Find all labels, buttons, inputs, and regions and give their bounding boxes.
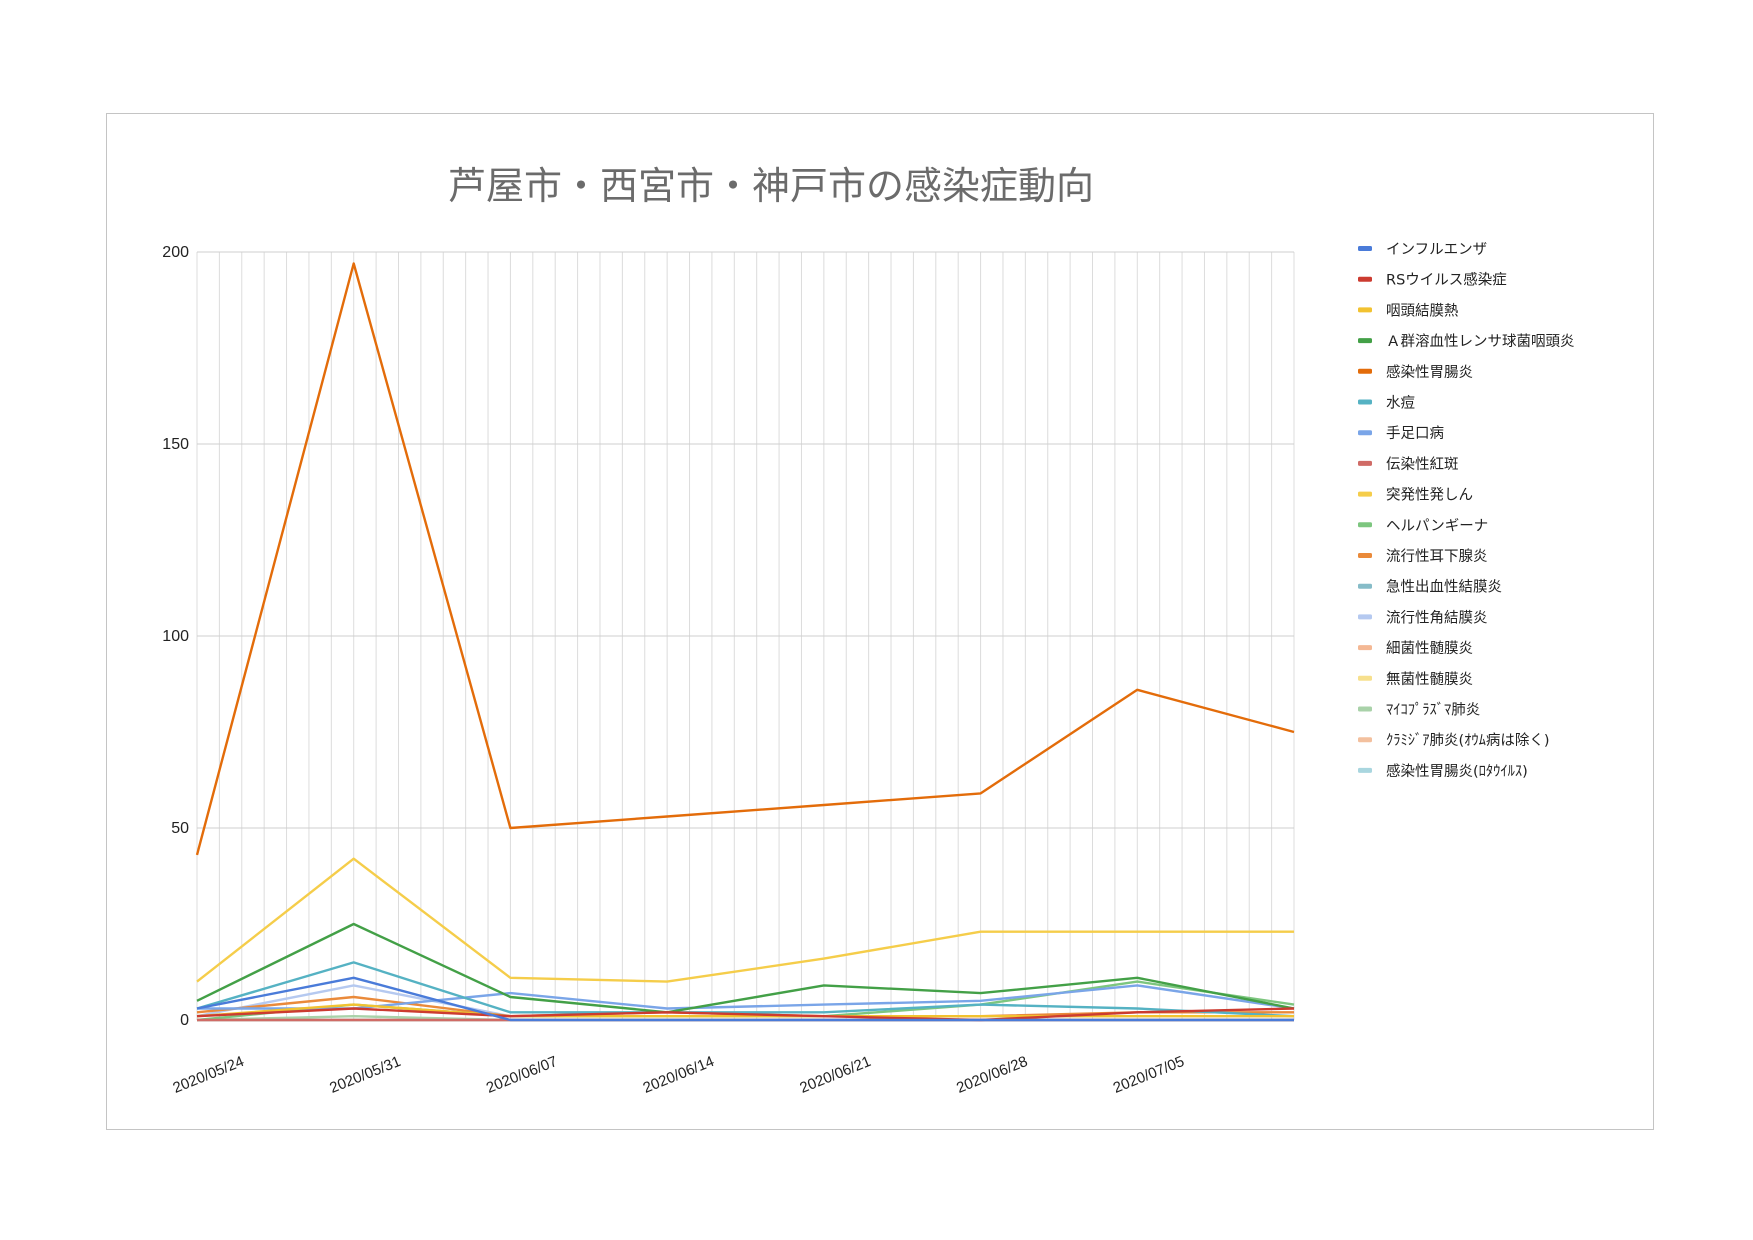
x-tick-label: 2020/06/28	[954, 1053, 1030, 1097]
series-line	[196, 922, 1295, 1014]
chart-title: 芦屋市・西宮市・神戸市の感染症動向	[448, 164, 1094, 208]
series-line	[196, 976, 1294, 1022]
legend-label: ｸﾗﾐｼﾞｱ肺炎(ｵｳﾑ病は除く)	[1386, 732, 1550, 749]
legend-label: ヘルパンギーナ	[1386, 517, 1488, 534]
legend-swatch	[1358, 522, 1372, 528]
legend-label: 感染性胃腸炎	[1386, 364, 1473, 381]
y-tick-label: 150	[162, 436, 189, 453]
x-tick-label: 2020/07/05	[1111, 1053, 1187, 1097]
legend-label: 細菌性髄膜炎	[1386, 640, 1473, 657]
legend-label: Ａ群溶血性レンサ球菌咽頭炎	[1386, 333, 1575, 350]
y-axis-ticks: 0 50 100 150 200	[162, 244, 189, 1029]
x-tick-label: 2020/05/24	[171, 1053, 247, 1097]
legend-swatch	[1358, 368, 1372, 374]
x-axis-ticks: 2020/05/24 2020/05/31 2020/06/07 2020/06/14…	[171, 1053, 1187, 1097]
legend-label: RSウイルス感染症	[1386, 272, 1507, 289]
legend-swatch	[1358, 645, 1372, 651]
legend-label: 流行性耳下腺炎	[1386, 548, 1488, 565]
legend-label: 咽頭結膜熱	[1386, 302, 1459, 319]
x-tick-label: 2020/06/07	[484, 1053, 560, 1097]
legend-swatch	[1358, 491, 1372, 497]
legend-swatch	[1358, 583, 1372, 589]
legend-label: 伝染性紅斑	[1386, 456, 1459, 473]
y-tick-label: 100	[162, 628, 189, 645]
legend-label: 急性出血性結膜炎	[1386, 579, 1502, 596]
legend-swatch	[1358, 307, 1372, 313]
line-chart: 芦屋市・西宮市・神戸市の感染症動向 0 50 100 150 200 2020/05/2…	[162, 164, 1575, 1097]
x-tick-label: 2020/06/21	[797, 1053, 873, 1097]
chart-frame: 芦屋市・西宮市・神戸市の感染症動向 0 50 100 150 200 2020/05/2…	[106, 113, 1654, 1130]
legend-swatch	[1358, 276, 1372, 282]
legend-label: インフルエンザ	[1386, 241, 1487, 258]
legend-swatch	[1358, 246, 1372, 251]
y-tick-label: 0	[180, 1012, 189, 1029]
series-line	[196, 857, 1294, 983]
legend-label: 水痘	[1386, 395, 1415, 412]
legend-swatch	[1358, 338, 1372, 344]
legend-swatch	[1358, 767, 1372, 773]
legend-label: 無菌性髄膜炎	[1386, 671, 1473, 688]
legend-swatch	[1358, 706, 1372, 712]
legend-label: 突発性発しん	[1386, 487, 1473, 504]
legend-swatch	[1358, 675, 1372, 681]
legend-swatch	[1358, 460, 1372, 466]
legend-label: ﾏｲｺﾌﾟﾗｽﾞﾏ肺炎	[1386, 702, 1480, 719]
series-line	[196, 1003, 1294, 1018]
series-lines	[195, 262, 1295, 1022]
legend-swatch	[1358, 430, 1372, 436]
y-tick-label: 200	[162, 244, 189, 261]
x-tick-label: 2020/05/31	[327, 1053, 403, 1097]
series-line	[196, 961, 1295, 1018]
x-tick-label: 2020/06/14	[641, 1053, 717, 1097]
grid	[196, 251, 1295, 1021]
legend-label: 手足口病	[1386, 425, 1444, 442]
series-line	[196, 1007, 1295, 1022]
legend-swatch	[1358, 399, 1372, 405]
legend-swatch	[1358, 553, 1372, 558]
legend-swatch	[1358, 737, 1372, 743]
legend-label: 感染性胃腸炎(ﾛﾀｳｲﾙｽ)	[1386, 763, 1528, 780]
legend-swatch	[1358, 614, 1372, 620]
legend-label: 流行性角結膜炎	[1386, 609, 1488, 626]
y-tick-label: 50	[171, 820, 189, 837]
series-line	[195, 262, 1295, 856]
